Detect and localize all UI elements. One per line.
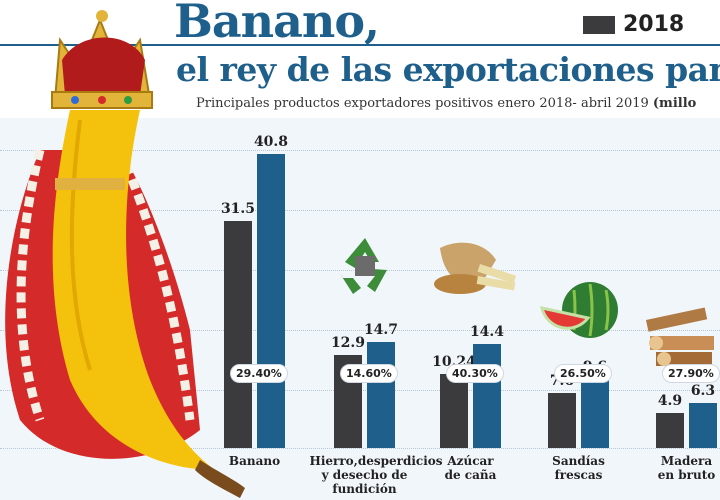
bar-2019-2 <box>473 344 501 448</box>
bar-2019-1 <box>367 342 395 448</box>
bar-2019-4 <box>689 402 717 448</box>
legend-label-2018: 2018 <box>623 12 685 37</box>
growth-percentage-0: 29.40% <box>230 364 288 383</box>
page-title: Banano, <box>174 0 380 48</box>
data-label-2019-0: 40.8 <box>253 134 289 151</box>
bar-2018-2 <box>440 374 468 448</box>
recycle-icon <box>339 238 387 294</box>
chart-description-text: Principales productos exportadores posit… <box>196 96 649 111</box>
growth-percentage-3: 26.50% <box>554 364 612 383</box>
gridline <box>0 210 720 211</box>
title-rule <box>0 44 720 46</box>
growth-percentage-1: 14.60% <box>340 364 398 383</box>
growth-percentage-4: 27.90% <box>662 364 720 383</box>
data-label-2018-4: 4.9 <box>657 392 683 409</box>
data-label-2018-1: 12.9 <box>330 335 366 352</box>
gridline <box>0 448 720 449</box>
page-subtitle: el rey de las exportaciones pana <box>176 50 720 89</box>
bar-2018-3 <box>548 393 576 448</box>
watermelon-icon <box>540 282 618 338</box>
growth-percentage-2: 40.30% <box>446 364 504 383</box>
bar-2018-4 <box>656 412 684 448</box>
data-label-2019-1: 14.7 <box>363 322 399 339</box>
bar-2019-3 <box>581 378 609 448</box>
category-label-2: Azúcar de caña <box>444 454 497 482</box>
sugarcane-icon <box>434 242 517 294</box>
crowned-banana-icon <box>5 10 245 498</box>
bar-2018-0 <box>224 221 252 448</box>
gridline <box>0 330 720 331</box>
data-label-2019-4: 6.3 <box>690 382 716 399</box>
chart-legend: 2018 <box>583 12 684 37</box>
chart-description: Principales productos exportadores posit… <box>196 96 696 111</box>
data-label-2018-0: 31.5 <box>220 201 256 218</box>
legend-swatch-2018 <box>583 15 615 34</box>
data-label-2019-2: 14.4 <box>469 324 505 341</box>
category-label-4: Madera en bruto <box>657 454 716 482</box>
bar-2019-0 <box>257 154 285 448</box>
chart-description-unit: (millo <box>652 96 697 111</box>
gridline <box>0 150 720 151</box>
firewood-icon <box>646 307 714 366</box>
category-label-3: Sandías frescas <box>552 454 605 482</box>
category-label-1: Hierro,desperdicios y desecho de fundici… <box>309 454 443 496</box>
category-label-0: Banano <box>228 454 281 468</box>
